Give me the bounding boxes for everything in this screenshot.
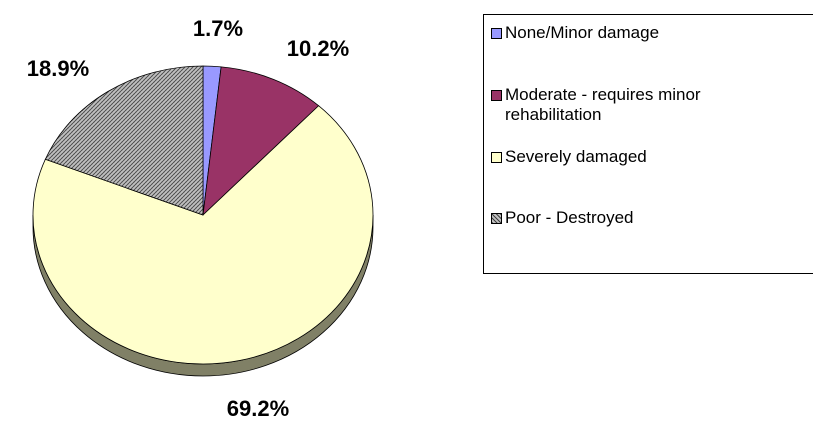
legend-label: Moderate - requires minor rehabilitation [505,85,701,124]
legend-swatch [491,90,502,101]
pie-slice [202,66,320,217]
legend-label: None/Minor damage [505,23,660,42]
legend-label: Poor - Destroyed [505,208,634,227]
value-label: 1.7% [193,16,243,41]
legend-swatch [491,28,502,39]
value-label: 10.2% [287,36,349,61]
pie-slice [44,65,204,216]
pie-slice [32,105,374,365]
value-label: 18.9% [27,56,89,81]
legend-swatch [491,213,502,224]
value-label: 69.2% [227,396,289,421]
legend-label: Severely damaged [505,147,647,166]
legend-swatch [491,152,502,163]
legend: None/Minor damage Moderate - requires min… [483,14,813,274]
